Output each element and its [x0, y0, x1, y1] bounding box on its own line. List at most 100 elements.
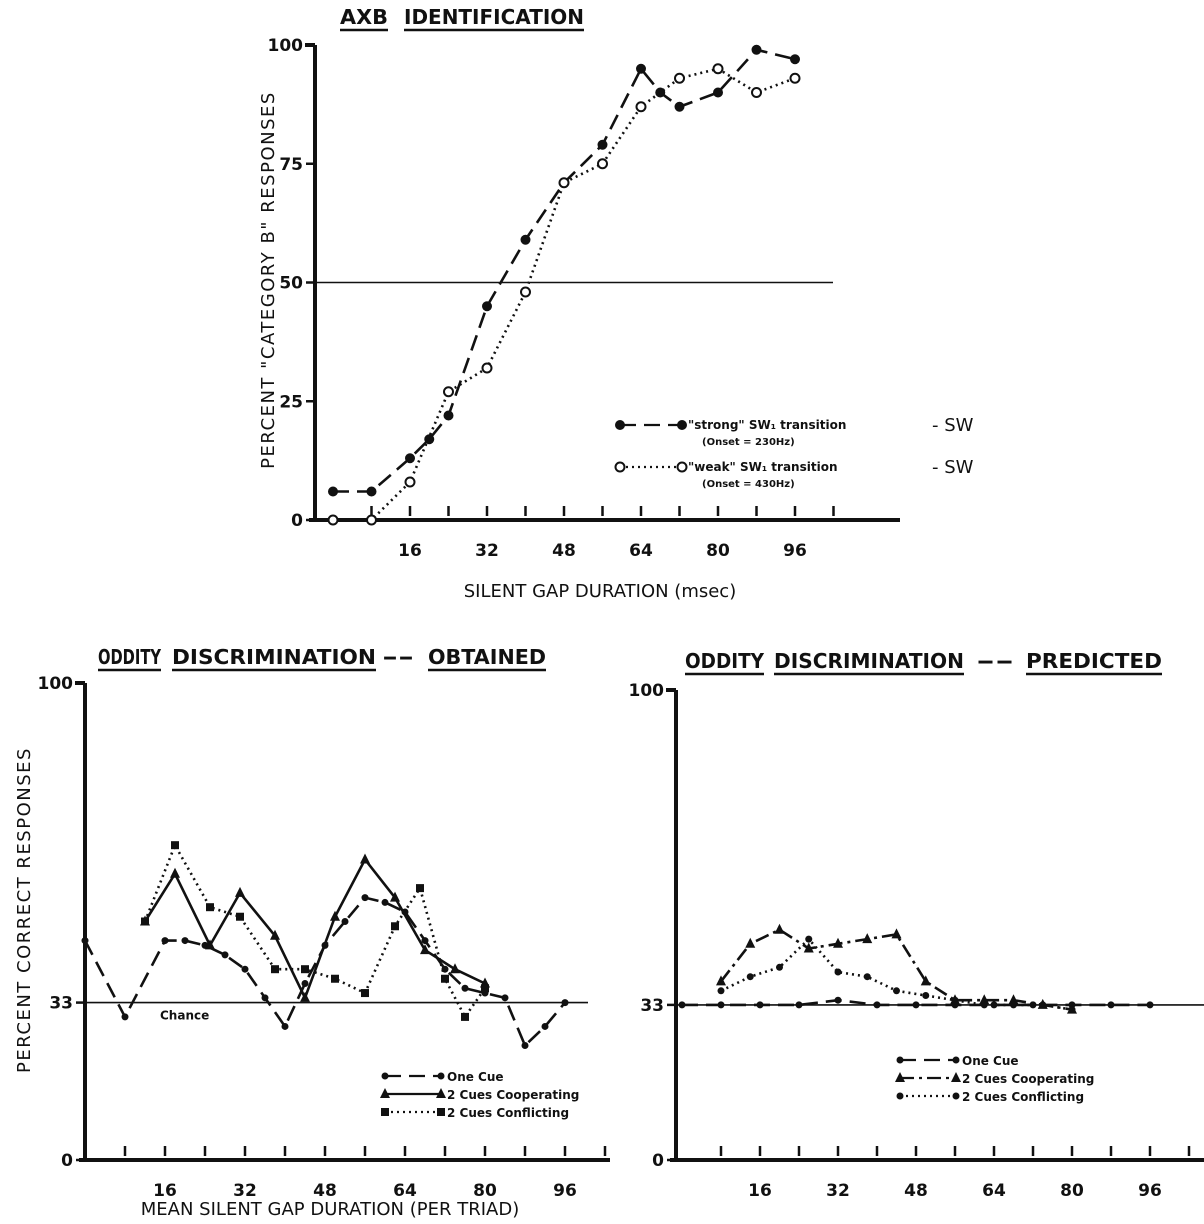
- data-point: [481, 984, 489, 993]
- legend-suffix: - SW: [932, 457, 974, 478]
- legend-marker: [436, 1088, 446, 1098]
- data-point: [121, 1013, 129, 1021]
- data-point: [1008, 994, 1019, 1005]
- data-point: [331, 974, 339, 983]
- y-tick-label: 50: [279, 274, 303, 294]
- data-point: [450, 963, 460, 974]
- series-0: [678, 996, 1154, 1009]
- data-point: [300, 991, 310, 1002]
- series-2: [717, 935, 1076, 1014]
- legend-marker: [381, 1108, 389, 1116]
- legend-marker: [896, 1056, 904, 1064]
- x-tick-label: 64: [629, 541, 653, 561]
- data-point: [520, 286, 531, 298]
- legend-marker: [952, 1092, 960, 1100]
- y-tick-label: 100: [268, 36, 304, 56]
- data-point: [713, 87, 723, 98]
- data-point: [863, 973, 871, 981]
- data-point: [597, 139, 608, 150]
- x-tick-label: 16: [748, 1181, 772, 1201]
- data-point: [712, 63, 724, 75]
- data-point: [171, 841, 179, 850]
- data-point: [558, 177, 570, 189]
- data-point: [834, 996, 842, 1004]
- data-point: [161, 937, 169, 945]
- data-point: [404, 476, 416, 488]
- legend-label: 2 Cues Conflicting: [447, 1106, 569, 1120]
- x-tick-label: 32: [475, 541, 499, 561]
- data-point: [717, 1001, 725, 1009]
- series-line: [333, 67, 796, 522]
- data-point: [461, 984, 469, 992]
- legend-marker: [615, 420, 625, 430]
- legend: One Cue 2 Cues Cooperating 2 Cues Conflict…: [380, 1070, 579, 1120]
- data-point: [501, 994, 509, 1002]
- y-axis-label: PERCENT CORRECT RESPONSES: [14, 747, 35, 1073]
- data-point: [789, 72, 801, 84]
- data-point: [461, 1012, 469, 1021]
- x-tick-label: 96: [1138, 1181, 1162, 1201]
- legend: One Cue 2 Cues Cooperating 2 Cues Conflict…: [895, 1054, 1094, 1104]
- data-point: [416, 884, 424, 893]
- data-point: [774, 923, 785, 934]
- data-point: [170, 867, 180, 878]
- chart-title-word: ODDITY: [98, 645, 161, 669]
- legend-label: 2 Cues Cooperating: [962, 1072, 1094, 1086]
- data-point: [891, 928, 902, 939]
- x-tick-label: 48: [904, 1181, 928, 1201]
- data-point: [205, 939, 215, 950]
- y-axis-label: PERCENT "CATEGORY B" RESPONSES: [258, 91, 279, 469]
- data-point: [636, 63, 646, 74]
- data-point: [361, 894, 369, 902]
- legend-label: "weak" SW₁ transition: [688, 460, 837, 474]
- chart-title-word: --: [382, 645, 414, 669]
- data-point: [674, 101, 685, 112]
- data-point: [1010, 1001, 1017, 1009]
- data-point: [1146, 1001, 1154, 1009]
- legend-label: 2 Cues Conflicting: [962, 1090, 1084, 1104]
- x-tick-label: 16: [153, 1181, 177, 1201]
- data-point: [281, 1022, 289, 1030]
- y-tick-label: 75: [279, 155, 303, 175]
- chart-bottom-left: ODDITY DISCRIMINATION -- OBTAINED 0 33 100 16 32…: [14, 645, 610, 1220]
- data-point: [1039, 1001, 1047, 1009]
- data-point: [912, 1001, 920, 1009]
- data-point: [181, 937, 189, 945]
- y-tick-label: 0: [61, 1151, 73, 1171]
- data-point: [833, 937, 843, 948]
- data-point: [745, 937, 756, 948]
- data-point: [922, 992, 930, 999]
- series-line: [719, 928, 1073, 1011]
- data-point: [980, 1001, 988, 1009]
- x-tick-label: 96: [553, 1181, 577, 1201]
- x-tick-label: 16: [398, 541, 422, 561]
- data-point: [381, 898, 389, 906]
- data-point: [271, 965, 279, 974]
- legend-marker: [676, 461, 688, 473]
- y-tick-label: 25: [279, 392, 303, 412]
- legend-marker: [952, 1056, 960, 1064]
- data-point: [236, 912, 244, 921]
- x-tick-label: 32: [826, 1181, 850, 1201]
- data-point: [270, 929, 280, 940]
- data-point: [301, 965, 309, 974]
- data-point: [241, 965, 249, 973]
- chart-title-word: DISCRIMINATION: [774, 649, 964, 673]
- data-point: [366, 486, 377, 497]
- x-axis-label: MEAN SILENT GAP DURATION (PER TRIAD): [141, 1199, 519, 1220]
- data-point: [141, 917, 149, 926]
- x-tick-label: 64: [982, 1181, 1006, 1201]
- data-point: [443, 386, 454, 398]
- chart-title-word: --: [976, 649, 1014, 673]
- data-point: [235, 886, 245, 897]
- legend-suffix: - SW: [932, 415, 974, 436]
- data-point: [360, 853, 370, 864]
- data-point: [597, 158, 608, 170]
- x-tick-label: 80: [706, 541, 730, 561]
- series-line: [720, 937, 1073, 1011]
- data-point: [674, 72, 685, 84]
- data-point: [341, 918, 349, 925]
- series-line: [83, 896, 566, 1048]
- series-line: [143, 842, 487, 1020]
